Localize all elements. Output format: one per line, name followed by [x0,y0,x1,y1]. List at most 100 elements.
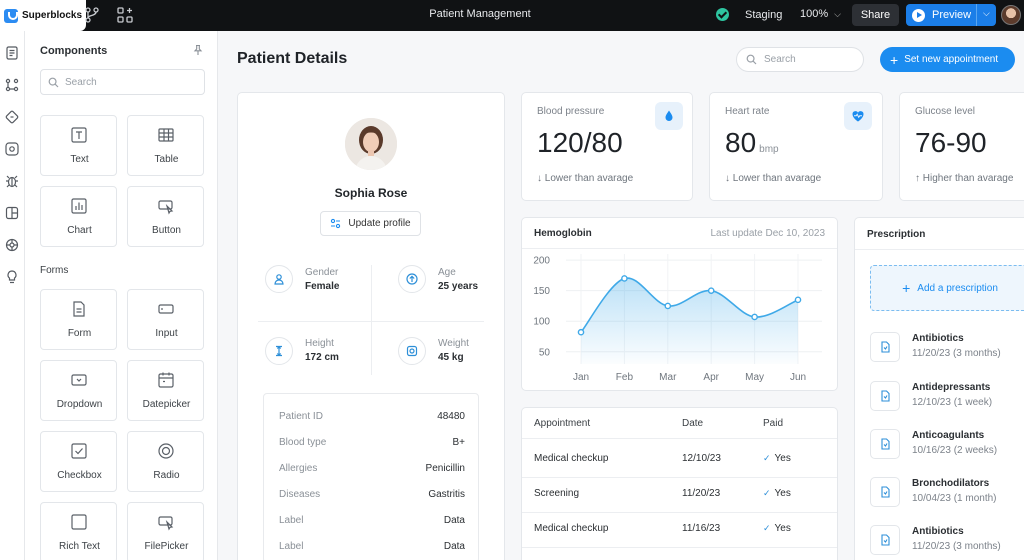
forms-section-label: Forms [40,265,69,276]
prescription-date: 11/20/23 (3 months) [912,541,1001,552]
checkbox-icon [71,443,87,459]
brand[interactable]: Superblocks [0,0,86,31]
pin-icon[interactable] [192,44,204,56]
check-icon: ✓ [763,453,771,463]
update-profile-button[interactable]: Update profile [320,211,421,236]
main-search-input[interactable]: Search [736,47,864,72]
component-tile-datepicker[interactable]: Datepicker [127,360,204,421]
component-tile-table[interactable]: Table [127,115,204,176]
preview-divider [976,4,977,26]
text-icon [71,127,87,143]
column-header-paid[interactable]: Paid [763,418,784,429]
diamond-icon[interactable] [4,109,20,125]
preview-dropdown-chevron-icon[interactable]: ⌵ [983,8,990,18]
component-tile-text[interactable]: Text [40,115,117,176]
component-tile-chart[interactable]: Chart [40,186,117,247]
tile-label: Table [154,154,179,165]
heart-icon [844,102,872,130]
info-value: Gastritis [428,489,465,500]
prescription-item[interactable]: Bronchodilators 10/04/23 (1 month) [870,475,1024,509]
components-grid-icon[interactable] [116,6,134,24]
y-tick-label: 100 [533,317,550,328]
y-tick-label: 200 [533,256,550,267]
layout-icon[interactable] [4,205,20,221]
user-avatar[interactable] [1001,5,1021,25]
share-button[interactable]: Share [852,4,899,26]
component-tile-rich-text[interactable]: Rich Text [40,502,117,560]
zoom-select[interactable]: 100% ⌵ [800,8,841,20]
preview-button[interactable]: Preview ⌵ [906,4,996,26]
info-row: Label Data [279,515,465,526]
app-title: Patient Management [429,8,531,20]
integrations-icon[interactable] [4,237,20,253]
age-value: 25 years [438,281,479,292]
vital-card-heart-rate: Heart rate 80 bmp ↓ Lower than avarage [709,92,883,201]
datepicker-icon [158,372,174,388]
scale-icon [398,337,426,365]
at-sign-icon[interactable] [4,141,20,157]
appointment-name: Medical checkup [534,453,609,464]
component-tile-button[interactable]: Button [127,186,204,247]
component-tile-dropdown[interactable]: Dropdown [40,360,117,421]
brand-name: Superblocks [22,10,83,21]
filepicker-icon [158,516,174,531]
patient-info-list: Patient ID 48480 Blood type B+ Allergies Pe… [263,393,479,560]
column-header-date[interactable]: Date [682,418,704,429]
vital-value: 80 bmp [725,127,779,159]
add-prescription-button[interactable]: + Add a prescription [870,265,1024,311]
vital-note: ↑ Higher than avarage [915,173,1014,184]
prescription-item[interactable]: Anticoagulants 10/16/23 (2 weeks) [870,427,1024,461]
prescription-card: Prescription + Add a prescription Antibi… [854,217,1024,560]
info-value: Data [443,515,465,526]
tile-label: Rich Text [59,541,100,552]
vital-value: 76-90 [915,127,990,159]
component-tile-input[interactable]: Input [127,289,204,350]
info-row: Diseases Gastritis [279,489,465,500]
table-header [522,408,837,439]
appointment-date: 11/16/23 [682,523,721,534]
prescription-date: 11/20/23 (3 months) [912,348,1001,359]
prescription-item[interactable]: Antibiotics 11/20/23 (3 months) [870,330,1024,364]
component-tile-radio[interactable]: Radio [127,431,204,492]
flow-icon[interactable] [4,77,20,93]
radio-icon [158,443,174,459]
components-search-input[interactable]: Search [40,69,205,95]
component-tile-form[interactable]: Form [40,289,117,350]
info-key: Patient ID [279,411,323,422]
info-key: Diseases [279,489,321,500]
appointment-date: 12/10/23 [682,453,721,464]
info-key: Blood type [279,437,327,448]
appointment-paid: ✓ Yes [763,488,791,499]
zoom-value: 100% [800,8,829,20]
set-new-appointment-button[interactable]: + Set new appointment [880,47,1015,72]
appointment-name: Screening [534,488,580,499]
bug-icon[interactable] [4,173,20,189]
info-row: Patient ID 48480 [279,411,465,422]
components-title: Components [40,45,108,57]
data-point [751,313,758,321]
environment-indicator[interactable]: Staging [716,8,782,21]
weight-label: Weight [438,338,469,349]
column-header-appointment[interactable]: Appointment [534,418,591,429]
lightbulb-icon[interactable] [4,269,20,285]
component-tile-checkbox[interactable]: Checkbox [40,431,117,492]
search-icon [746,54,757,65]
pages-icon[interactable] [4,45,20,61]
tile-label: Input [155,328,178,339]
page-title: Patient Details [237,50,348,67]
chart-icon [71,198,87,214]
paid-value: Yes [774,488,791,499]
prescription-item[interactable]: Antidepressants 12/10/23 (1 week) [870,379,1024,413]
prescription-item[interactable]: Antibiotics 11/20/23 (3 months) [870,523,1024,557]
patient-name: Sophia Rose [334,186,408,200]
tile-label: Radio [153,470,180,481]
check-icon: ✓ [763,488,771,498]
appointment-paid: ✓ Yes [763,523,791,534]
superblocks-logo-icon [4,8,18,23]
check-circle-icon [716,8,729,21]
workflow-icon[interactable] [83,6,101,24]
dropdown-icon [71,374,87,386]
info-value: Data [443,541,465,552]
row-divider [522,547,837,548]
component-tile-filepicker[interactable]: FilePicker [127,502,204,560]
